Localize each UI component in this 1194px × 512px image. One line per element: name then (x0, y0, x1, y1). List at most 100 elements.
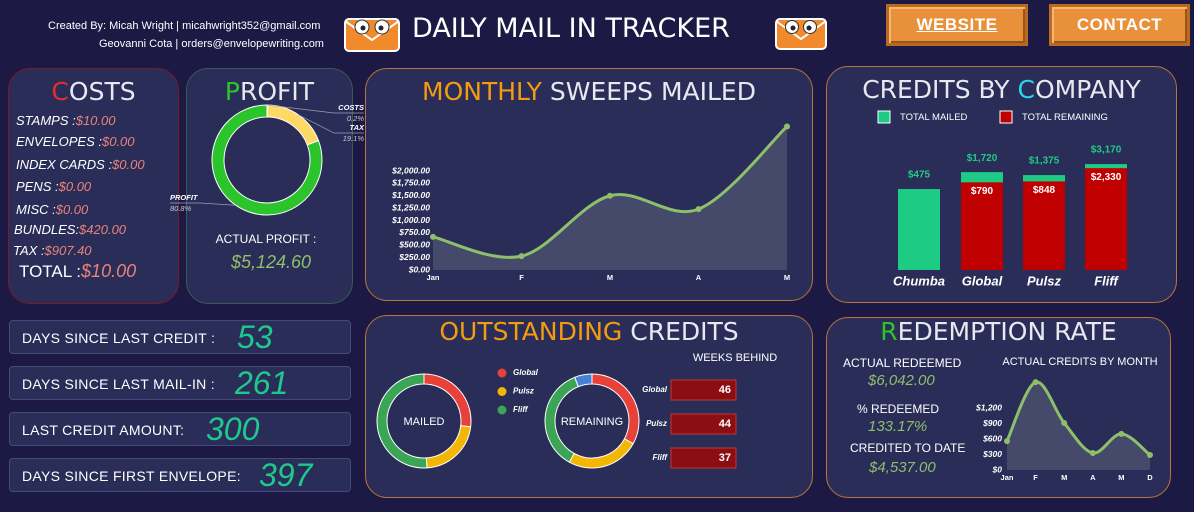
x-tick-label: Jan (427, 273, 440, 282)
weeks-name: Fliff (652, 453, 668, 462)
cost-label: PENS : (16, 179, 59, 194)
stat-label: CREDITED TO DATE (850, 441, 966, 455)
pie-value-label: 80.8% (170, 204, 192, 213)
bar (1023, 181, 1065, 270)
value-label: $475 (908, 170, 931, 181)
weeks-name: Global (642, 385, 668, 394)
panel-title: PROFIT (224, 77, 315, 106)
legend-dot (497, 405, 507, 415)
stat-value: 133.17% (868, 418, 928, 435)
weeks-box (670, 447, 737, 469)
bar (961, 182, 1003, 270)
credit-line: Geovanni Cota | orders@envelopewriting.c… (99, 38, 324, 50)
weeks-box (670, 413, 737, 435)
stat-label: DAYS SINCE FIRST ENVELOPE: (22, 468, 241, 484)
cost-value: $0.00 (101, 134, 135, 149)
costs-panel (8, 68, 179, 304)
panel-title: COSTS (51, 77, 136, 106)
panel-title: SWEEPS MAILED (549, 77, 756, 106)
stat-box: LAST CREDIT AMOUNT: 300 (9, 411, 351, 447)
cost-label: TAX : (13, 243, 45, 258)
cost-label: MISC : (16, 202, 56, 217)
point (1004, 438, 1010, 445)
x-tick-label: F (519, 273, 524, 282)
cost-label: BUNDLES: (14, 222, 80, 237)
stat-box: DAYS SINCE FIRST ENVELOPE: 397 (9, 457, 351, 493)
weeks-box (670, 379, 737, 401)
y-tick-label: $250.00 (398, 252, 430, 262)
value-label: $1,375 (1029, 156, 1060, 167)
legend-label: Fliff (513, 405, 529, 414)
cost-value: $0.00 (55, 202, 89, 217)
total-value: $10.00 (81, 261, 137, 281)
panel-title: OUTSTANDING (439, 317, 623, 346)
panel-title: CREDITS (630, 317, 739, 346)
credit-line: Created By: Micah Wright | micahwright35… (48, 20, 321, 32)
y-tick-label: $1,750.00 (391, 178, 430, 188)
weeks-value: 46 (719, 384, 731, 396)
stat-label: LAST CREDIT AMOUNT: (22, 422, 185, 438)
stat-value: $6,042.00 (868, 372, 935, 389)
cost-label: STAMPS : (16, 113, 76, 128)
cost-value: $420.00 (79, 222, 127, 237)
profit-label: ACTUAL PROFIT : (215, 232, 317, 246)
weeks-name: Pulsz (646, 419, 667, 428)
pie-label: COSTS (338, 103, 364, 112)
stat-value: 397 (259, 457, 313, 493)
y-tick-label: $1,000.00 (391, 215, 430, 225)
stat-box: DAYS SINCE LAST CREDIT : 53 (9, 319, 351, 355)
cost-value: $10.00 (75, 113, 116, 128)
total-label: TOTAL : (19, 262, 82, 281)
x-tick-label: D (1147, 473, 1153, 482)
stat-value: 300 (206, 411, 260, 447)
website-button[interactable]: WEBSITE (886, 4, 1028, 46)
y-tick-label: $900 (982, 418, 1002, 428)
point (1118, 430, 1125, 437)
x-tick-label: Jan (1001, 473, 1014, 482)
stat-value: 261 (235, 365, 289, 401)
point (1147, 452, 1153, 459)
x-tick-label: F (1033, 473, 1038, 482)
x-tick-label: Chumba (893, 273, 945, 288)
y-tick-label: $0 (992, 464, 1003, 474)
panel-title: CREDITS BY (862, 75, 1010, 104)
bar (898, 189, 940, 270)
leader-line (267, 104, 364, 114)
stat-box: DAYS SINCE LAST MAIL-IN : 261 (9, 365, 351, 401)
legend-label: TOTAL REMAINING (1022, 112, 1108, 123)
legend-label: Global (513, 368, 539, 377)
point (695, 206, 702, 213)
profit-value: $5,124.60 (230, 252, 312, 272)
contact-button[interactable]: CONTACT (1049, 4, 1190, 46)
point (1061, 419, 1068, 426)
y-tick-label: $500.00 (398, 240, 430, 250)
bar (1085, 168, 1127, 270)
value-label: $848 (1033, 185, 1056, 196)
chart-title: ACTUAL CREDITS BY MONTH (1002, 356, 1157, 368)
weeks-title: WEEKS BEHIND (693, 352, 777, 364)
leader-line (298, 114, 364, 134)
y-tick-label: $0.00 (408, 264, 431, 274)
pie-value-label: 0.2% (347, 114, 364, 123)
value-label: $1,720 (967, 153, 998, 164)
cost-value: $907.40 (44, 243, 92, 258)
cost-value: $0.00 (58, 179, 92, 194)
center-label: REMAINING (561, 416, 623, 428)
legend-swatch (877, 110, 891, 124)
y-tick-label: $1,250.00 (391, 202, 430, 212)
cost-row: INDEX CARDS :$0.00 (16, 156, 145, 174)
y-tick-label: $1,500.00 (391, 190, 430, 200)
pie-label: TAX (350, 123, 365, 132)
pie-value-label: 19.1% (343, 134, 365, 143)
point (784, 123, 790, 130)
value-label: $3,170 (1091, 145, 1122, 156)
panel-title: REDEMPTION RATE (880, 317, 1117, 346)
y-tick-label: $2,000.00 (391, 165, 430, 175)
panel-title: MONTHLY (422, 77, 542, 106)
cost-value: $0.00 (112, 157, 145, 172)
x-tick-label: Fliff (1094, 273, 1119, 288)
point (430, 233, 436, 240)
stat-label: DAYS SINCE LAST CREDIT : (22, 330, 216, 346)
cost-label: INDEX CARDS : (16, 157, 113, 172)
